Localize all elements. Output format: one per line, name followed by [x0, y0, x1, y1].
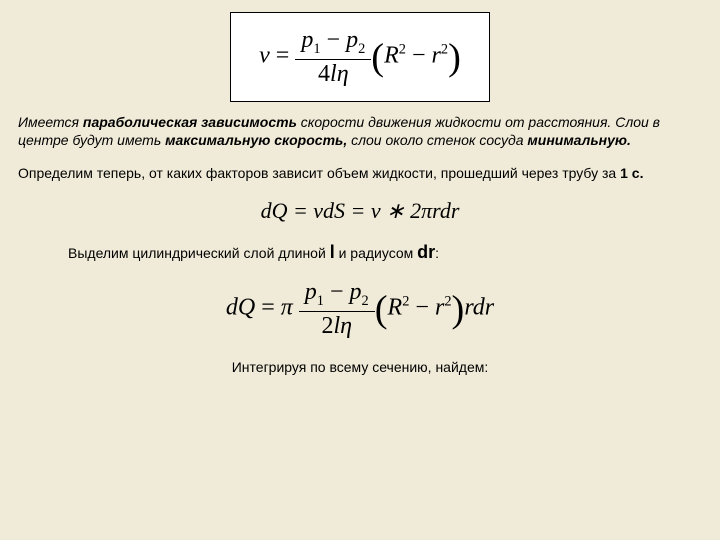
- var-r: r: [432, 43, 441, 69]
- denominator2: 2lη: [299, 311, 375, 339]
- p3-t2: и радиусом: [335, 245, 417, 261]
- var-dQ: dQ: [226, 295, 255, 321]
- eq-sign: =: [270, 43, 296, 69]
- var-p2b: p: [350, 279, 362, 305]
- sub-1: 1: [313, 41, 320, 57]
- lparen: (: [371, 36, 384, 78]
- formula-dQ1: dQ = vdS = v ∗ 2πrdr: [261, 198, 460, 223]
- formula-box-velocity: v = p1 − p2 4lη (R2 − r2): [230, 12, 490, 102]
- numerator: p1 − p2: [295, 27, 371, 59]
- var-R: R: [384, 43, 399, 69]
- p2-t2: 1 с.: [620, 165, 643, 181]
- p1-t4: максимальную скорость,: [165, 132, 347, 148]
- sub-2: 2: [358, 41, 365, 57]
- minus2: −: [406, 43, 432, 69]
- var-rb: r: [435, 295, 444, 321]
- var-dr-inline: dr: [417, 242, 435, 262]
- var-etab: η: [340, 313, 352, 339]
- rparen2: ): [452, 289, 465, 331]
- paragraph-1: Имеется параболическая зависимость скоро…: [18, 114, 702, 149]
- const-4: 4: [318, 61, 330, 87]
- fraction: p1 − p2 4lη: [295, 27, 371, 87]
- numerator2: p1 − p2: [299, 279, 375, 311]
- var-p2: p: [346, 27, 358, 53]
- minus2b: −: [409, 295, 435, 321]
- formula-dQ2-wrap: dQ = π p1 − p2 2lη (R2 − r2)rdr: [18, 279, 702, 339]
- var-eta: η: [337, 61, 349, 87]
- p1-t6: минимальную.: [527, 132, 631, 148]
- p3-t1: Выделим цилиндрический слой длиной: [68, 245, 330, 261]
- p1-t1: Имеется: [18, 114, 83, 130]
- var-pi: π: [281, 295, 293, 321]
- minusb: −: [324, 279, 350, 305]
- var-Rb: R: [388, 295, 403, 321]
- lparen2: (: [375, 289, 388, 331]
- paragraph-3: Выделим цилиндрический слой длиной l и р…: [68, 241, 702, 264]
- p2-t1: Определим теперь, от каких факторов зави…: [18, 165, 620, 181]
- fraction2: p1 − p2 2lη: [299, 279, 375, 339]
- paragraph-2: Определим теперь, от каких факторов зави…: [18, 165, 702, 183]
- denominator: 4lη: [295, 59, 371, 87]
- sup-2d: 2: [444, 294, 451, 310]
- formula-velocity: v = p1 − p2 4lη (R2 − r2): [259, 27, 461, 87]
- formula-dQ1-wrap: dQ = vdS = v ∗ 2πrdr: [18, 199, 702, 223]
- var-p1: p: [301, 27, 313, 53]
- minus: −: [321, 27, 347, 53]
- formula-dQ2: dQ = π p1 − p2 2lη (R2 − r2)rdr: [18, 279, 702, 339]
- sup-2a: 2: [399, 42, 406, 58]
- p4-t1: Интегрируя по всему сечению, найдем:: [232, 359, 489, 375]
- p3-t3: :: [435, 245, 439, 261]
- var-p1b: p: [305, 279, 317, 305]
- var-v: v: [259, 43, 270, 69]
- var-l: l: [330, 61, 337, 87]
- const-2: 2: [321, 313, 333, 339]
- sup-2b: 2: [441, 42, 448, 58]
- p1-t2: параболическая зависимость: [83, 114, 297, 130]
- paragraph-4: Интегрируя по всему сечению, найдем:: [18, 359, 702, 377]
- eq-sign2: =: [255, 295, 281, 321]
- sub-1b: 1: [317, 293, 324, 309]
- rparen: ): [448, 36, 461, 78]
- sub-2b: 2: [362, 293, 369, 309]
- tail-rdr: rdr: [464, 295, 494, 321]
- p1-t5: слои около стенок сосуда: [347, 132, 527, 148]
